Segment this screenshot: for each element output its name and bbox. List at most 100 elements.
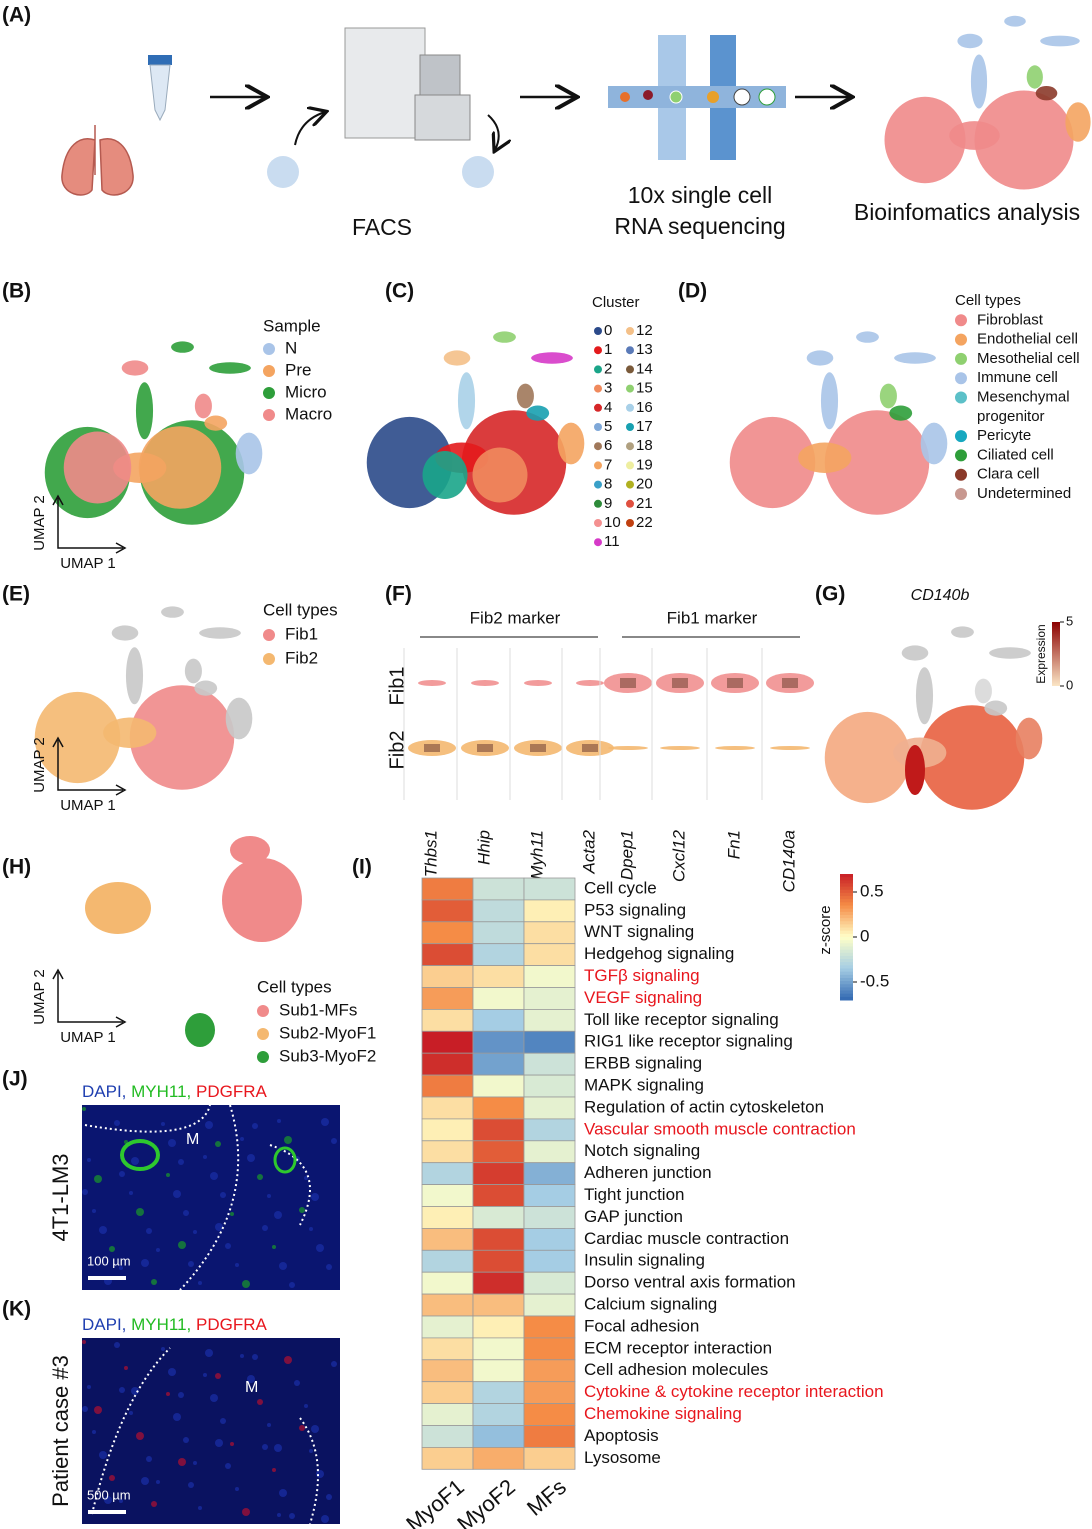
heatmap-cell [523,921,576,945]
legend-swatch [594,499,602,508]
panel-label: (H) [2,856,31,879]
colorbar-segment [840,918,853,922]
speckle [193,1230,197,1234]
speckle [129,1191,133,1195]
row-label: Adheren junction [584,1163,712,1182]
heatmap-cell [472,1271,525,1295]
legend-swatch [263,343,275,355]
speckle [203,1155,207,1159]
legend-swatch [594,461,602,470]
colorbar-segment [840,908,853,913]
legend-label: Mesothelial cell [977,350,1080,367]
speckle [178,1159,184,1165]
speckle [119,1387,125,1393]
heatmap-cell [523,965,576,988]
umap-cluster [516,383,534,409]
row-label: Chemokine signaling [584,1404,742,1423]
legend-swatch [263,365,275,377]
umap-cluster [235,432,263,475]
umap-cluster [798,442,852,473]
umap-cluster [225,697,253,740]
speckle [252,1123,258,1129]
heatmap-cell [421,1271,474,1295]
gene-label: Thbs1 [421,830,440,877]
speckle [198,1281,202,1285]
legend-swatch [955,314,967,327]
speckle [99,1451,107,1459]
legend-label: Sub3-MyoF2 [279,1046,376,1065]
speckle [178,1392,184,1398]
violin [608,746,648,750]
speckle [220,1418,226,1424]
heatmap-cell [421,1249,474,1273]
speckle [289,1282,295,1288]
stain-label: DAPI, [82,1082,131,1101]
umap-cluster [949,121,1000,150]
speckle [124,1366,128,1370]
heatmap-cell [472,1162,525,1185]
speckle [235,1263,239,1267]
bead [643,90,653,100]
speckle [92,1430,96,1434]
row-label: P53 signaling [584,900,686,919]
heatmap-cell [523,1140,576,1164]
axis-label: UMAP 2 [31,737,48,793]
gene-label: Cxcl12 [669,829,688,882]
heatmap-cell [421,1425,474,1448]
gene-label: CD140a [779,830,798,892]
speckle [210,1172,218,1180]
panel-label: (C) [385,280,414,303]
heatmap-cell [421,1009,474,1032]
umap-cluster [557,422,585,465]
row-label: Focal adhesion [584,1316,699,1335]
speckle [272,1245,276,1249]
colorbar-segment [840,877,853,881]
speckle [257,1399,263,1405]
umap-cluster [1035,86,1058,101]
heatmap-cell [421,1228,474,1251]
speckle [173,1190,181,1198]
colorbar-segment [840,940,853,944]
speckle [240,1137,244,1141]
umap-cluster [422,451,468,499]
speckle [161,1347,165,1351]
colorbar-segment [840,883,853,888]
panel-label: (D) [678,280,707,303]
colorbar-segment [840,959,853,963]
heatmap-cell [472,1337,525,1361]
heatmap-cell [472,1030,525,1054]
gene-label: CD140b [911,587,970,604]
heatmap-cell [523,1206,576,1229]
heatmap-cell [523,1381,576,1404]
speckle [304,1176,308,1180]
umap-cluster [879,383,897,409]
colorbar-segment [840,896,853,900]
colorbar-segment [840,914,853,919]
speckle [136,1432,144,1440]
legend-label: 10 [604,514,621,531]
umap-cluster [443,350,471,366]
legend-label: Mesenchymal [977,388,1070,405]
speckle [205,1349,213,1357]
heatmap-cell [472,1096,525,1120]
speckle [151,1279,157,1285]
umap-axes [57,740,123,791]
colorbar [1052,622,1060,686]
axis-label: UMAP 1 [60,555,116,572]
speckle [284,1356,292,1364]
speckle [119,1499,123,1503]
speckle [284,1136,292,1144]
umap-expression [989,647,1031,659]
violin-box [424,744,440,752]
speckle [230,1212,234,1216]
legend-swatch [626,499,634,508]
colorbar-segment [840,955,853,960]
heatmap-cell [472,1293,525,1317]
heatmap-cell [523,1030,576,1054]
heatmap-cell [421,1381,474,1404]
legend-label: 20 [636,476,653,493]
umap-cluster [1040,35,1080,47]
umap-expression [905,745,925,795]
heatmap-cell [421,1184,474,1207]
umap-expression [919,705,1025,810]
